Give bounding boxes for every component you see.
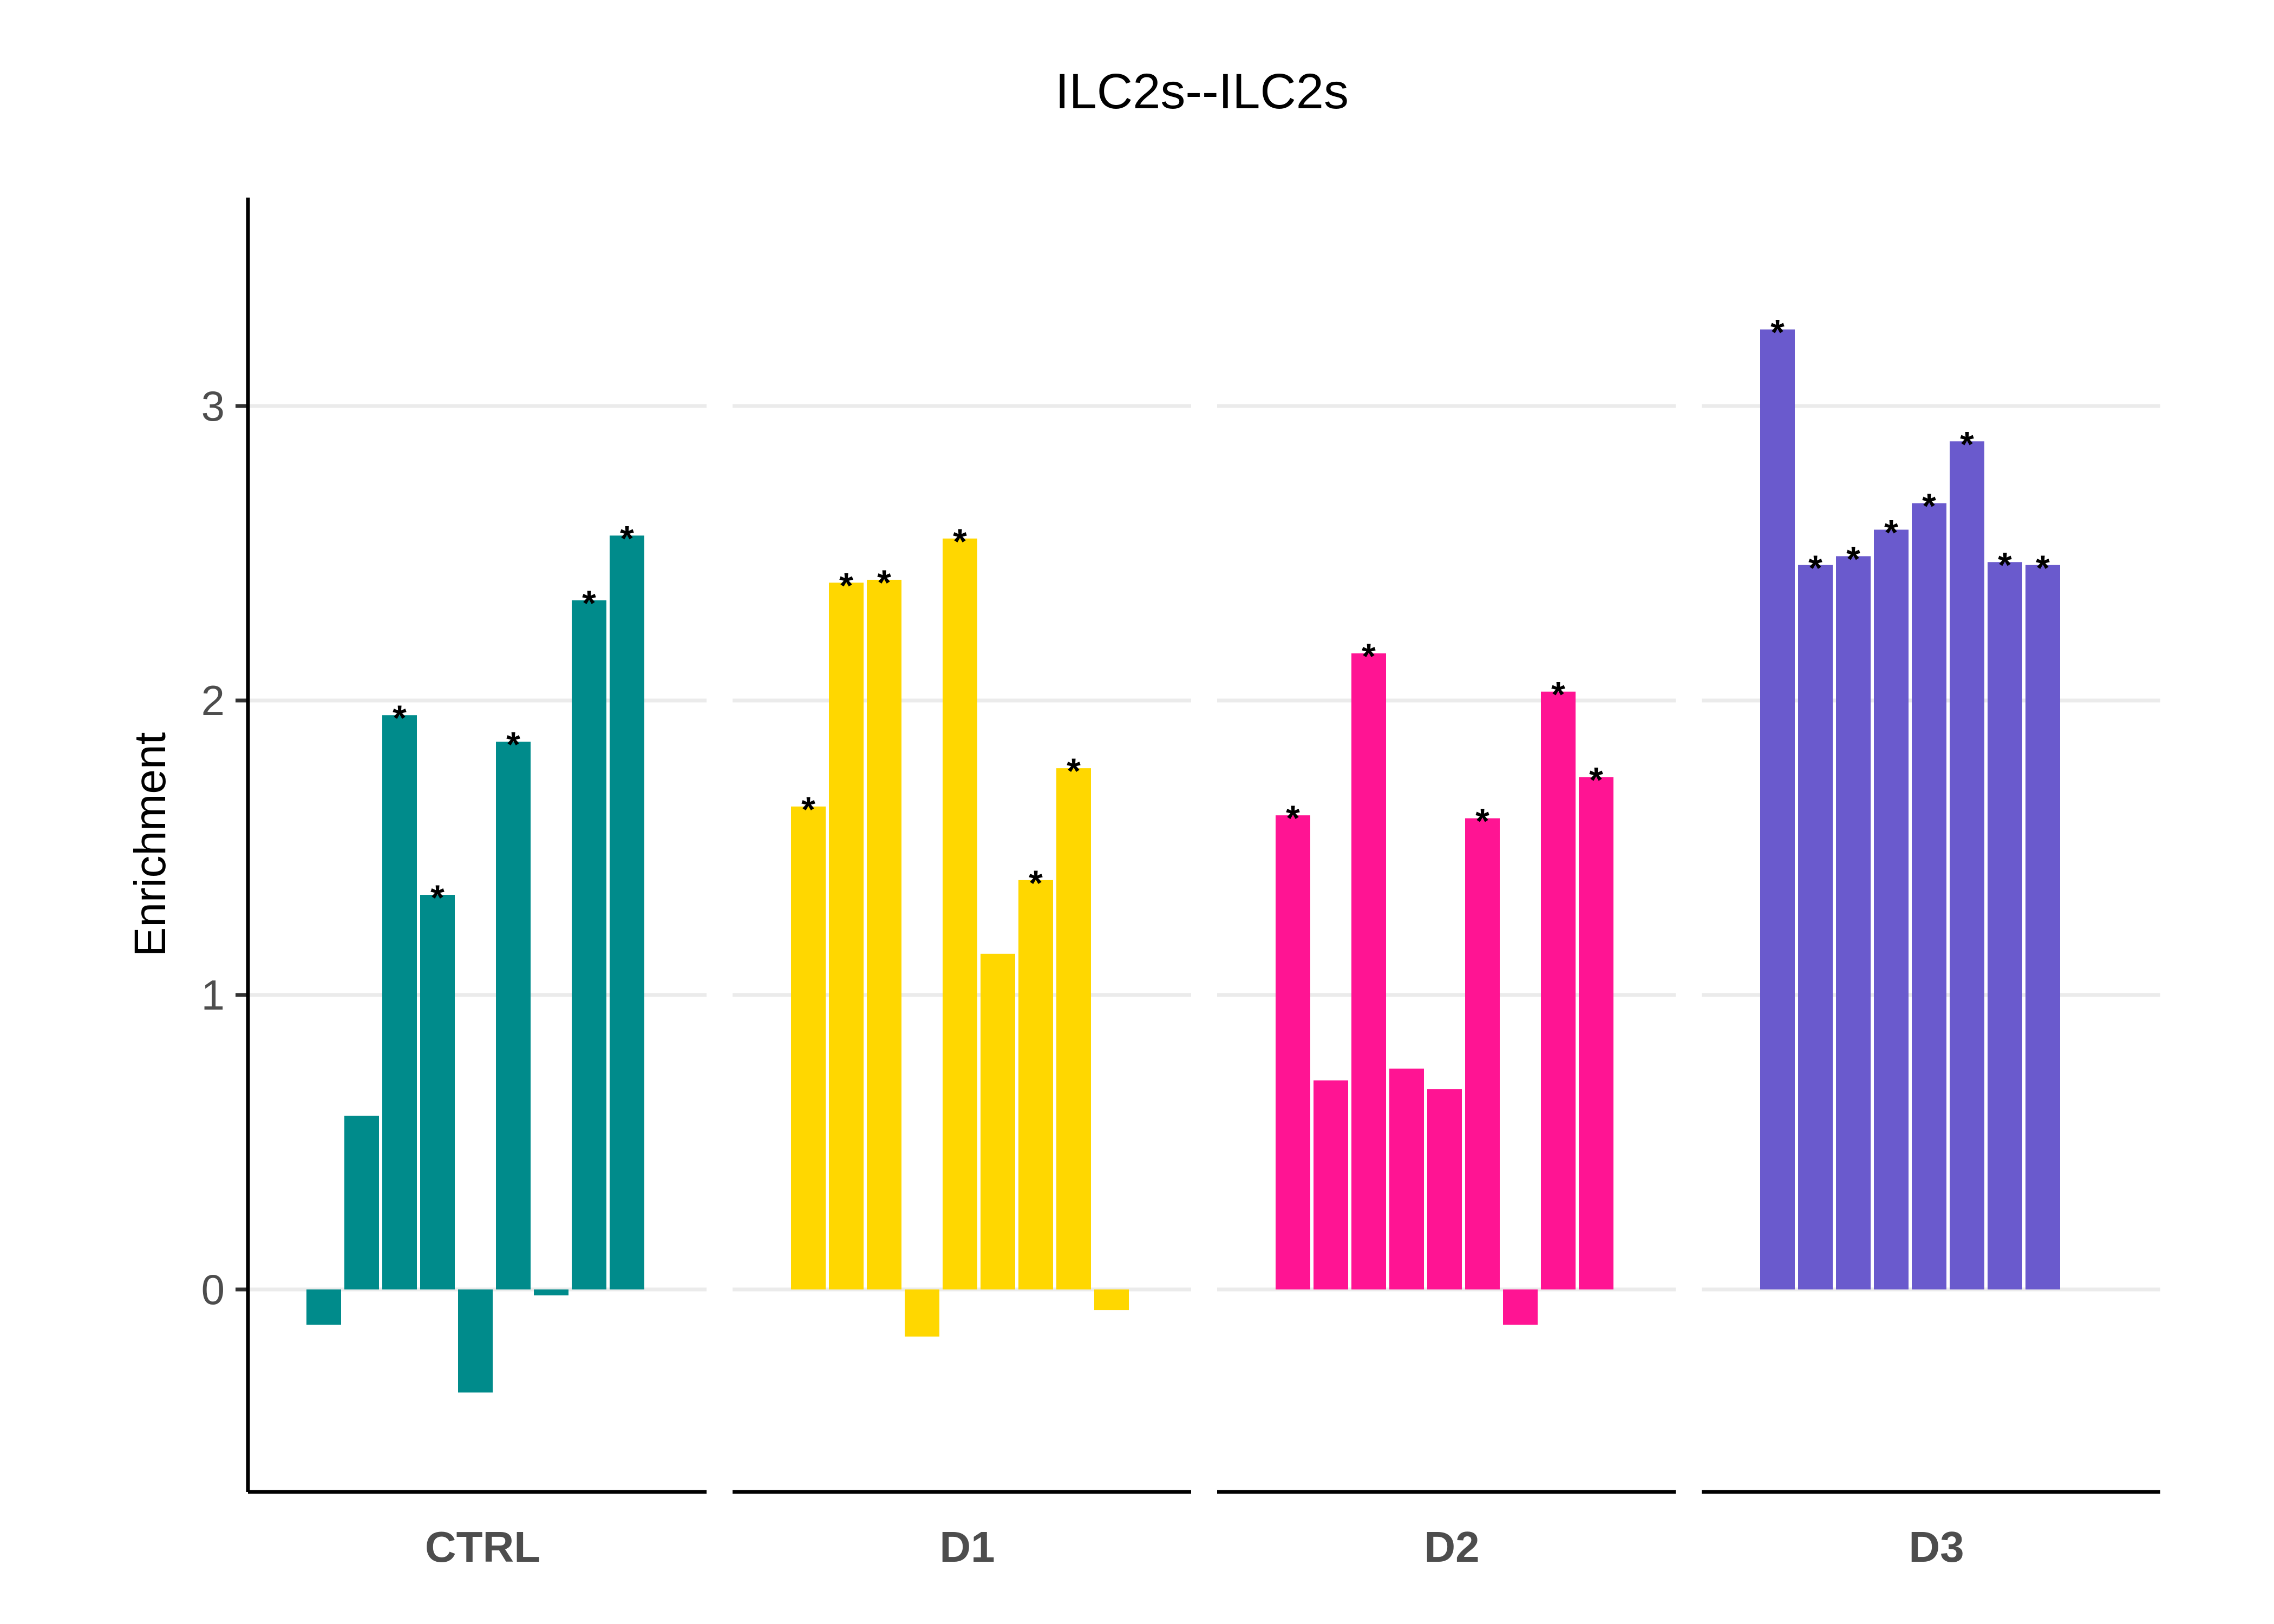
- bar-d2-5: [1427, 1089, 1462, 1289]
- bar-d3-8: [2025, 565, 2060, 1289]
- y-tick-label: 1: [201, 971, 225, 1019]
- bar-d1-6: [981, 953, 1015, 1289]
- chart-title: ILC2s--ILC2s: [1055, 64, 1349, 119]
- bar-d1-7: [1018, 880, 1053, 1289]
- significance-star: *: [506, 724, 520, 764]
- bar-d3-5: [1912, 503, 1946, 1289]
- y-tick-label: 3: [201, 382, 225, 430]
- facet-panels: * * * * * CTRL * * * * * * D1 * * * * * D2 * * * * * * * * D3: [248, 312, 2160, 1571]
- bar-d2-9: [1579, 777, 1613, 1289]
- significance-star: *: [1029, 863, 1043, 903]
- panel-label-d2: D2: [1424, 1523, 1479, 1571]
- panel-label-d3: D3: [1909, 1523, 1964, 1571]
- significance-star: *: [2036, 548, 2050, 588]
- panel-d1: * * * * * * D1: [733, 404, 1191, 1571]
- y-tick-label: 2: [201, 677, 225, 724]
- bar-ctrl-6: [496, 742, 531, 1289]
- bar-ctrl-7: [534, 1289, 568, 1295]
- bar-d1-2: [829, 582, 864, 1289]
- bar-d3-3: [1836, 556, 1871, 1289]
- significance-star: *: [430, 878, 445, 918]
- significance-star: *: [1362, 636, 1376, 676]
- bar-ctrl-5: [458, 1289, 493, 1393]
- panel-label-d1: D1: [939, 1523, 995, 1571]
- panel-d2: * * * * * D2: [1217, 404, 1676, 1571]
- bar-d3-2: [1798, 565, 1833, 1289]
- bar-d2-3: [1351, 653, 1386, 1289]
- significance-star: *: [1286, 798, 1300, 838]
- significance-star: *: [1922, 486, 1936, 526]
- bar-ctrl-4: [420, 895, 455, 1289]
- panel-ctrl: * * * * * CTRL: [248, 404, 707, 1571]
- bar-d2-6: [1465, 818, 1500, 1289]
- y-axis-ticks: 0 1 2 3: [201, 382, 248, 1313]
- significance-star: *: [877, 562, 891, 603]
- bar-d2-2: [1314, 1080, 1348, 1289]
- significance-star: *: [1846, 539, 1860, 579]
- bar-d3-1: [1760, 329, 1795, 1289]
- significance-star: *: [620, 518, 634, 558]
- bar-d2-8: [1541, 691, 1576, 1289]
- y-tick-label: 0: [201, 1266, 225, 1313]
- bar-d2-4: [1389, 1069, 1424, 1289]
- significance-star: *: [1067, 751, 1081, 791]
- panel-d3: * * * * * * * * D3: [1702, 312, 2160, 1571]
- bar-d1-5: [943, 538, 977, 1289]
- bar-d1-3: [867, 579, 901, 1289]
- bar-d2-7: [1503, 1289, 1538, 1325]
- bar-ctrl-9: [610, 535, 644, 1289]
- bar-d1-1: [791, 806, 826, 1289]
- bar-ctrl-1: [306, 1289, 341, 1325]
- significance-star: *: [839, 565, 853, 605]
- significance-star: *: [1884, 512, 1898, 552]
- panel-label-ctrl: CTRL: [425, 1523, 540, 1571]
- significance-star: *: [1770, 312, 1785, 352]
- bar-ctrl-2: [344, 1116, 379, 1289]
- bar-d1-4: [905, 1289, 939, 1337]
- significance-star: *: [1475, 801, 1489, 841]
- bar-d3-7: [1988, 562, 2022, 1289]
- significance-star: *: [1960, 424, 1974, 464]
- bar-d2-1: [1276, 815, 1310, 1289]
- bar-d3-4: [1874, 529, 1909, 1289]
- bar-ctrl-8: [572, 600, 606, 1289]
- bar-d1-8: [1056, 768, 1091, 1289]
- significance-star: *: [801, 789, 815, 829]
- significance-star: *: [1808, 548, 1822, 588]
- bar-ctrl-3: [382, 715, 417, 1289]
- significance-star: *: [393, 698, 407, 738]
- significance-star: *: [1589, 759, 1603, 800]
- significance-star: *: [953, 521, 967, 561]
- y-axis-label: Enrichment: [126, 732, 175, 957]
- significance-star: *: [582, 583, 596, 623]
- bar-d3-6: [1950, 441, 1984, 1289]
- bar-d1-9: [1094, 1289, 1129, 1311]
- significance-star: *: [1998, 545, 2012, 585]
- significance-star: *: [1551, 675, 1565, 715]
